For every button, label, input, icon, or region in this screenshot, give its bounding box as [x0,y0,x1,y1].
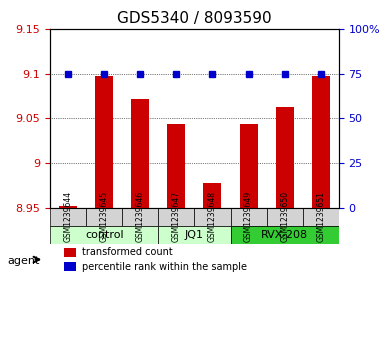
Text: percentile rank within the sample: percentile rank within the sample [82,261,247,272]
Bar [312,76,330,208]
FancyBboxPatch shape [158,208,194,226]
Text: control: control [85,230,124,240]
Title: GDS5340 / 8093590: GDS5340 / 8093590 [117,12,272,26]
Bar [276,107,294,208]
FancyBboxPatch shape [231,208,266,226]
Text: RVX-208: RVX-208 [261,230,308,240]
Text: GSM1239651: GSM1239651 [316,191,325,242]
FancyBboxPatch shape [50,208,86,226]
Text: GSM1239650: GSM1239650 [280,191,289,242]
FancyBboxPatch shape [231,226,339,244]
Bar [59,206,77,208]
Bar [95,76,113,208]
Text: GSM1239648: GSM1239648 [208,191,217,242]
Text: GSM1239644: GSM1239644 [64,191,73,242]
Bar [203,183,221,208]
Text: transformed count: transformed count [82,247,172,257]
Text: GSM1239645: GSM1239645 [100,191,109,242]
FancyBboxPatch shape [122,208,158,226]
FancyBboxPatch shape [86,208,122,226]
Bar [65,262,76,271]
Bar [131,99,149,208]
FancyBboxPatch shape [303,208,339,226]
Bar [167,124,186,208]
Bar [65,248,76,257]
FancyBboxPatch shape [266,208,303,226]
FancyBboxPatch shape [50,226,158,244]
Text: GSM1239646: GSM1239646 [136,191,145,242]
Text: GSM1239649: GSM1239649 [244,191,253,242]
FancyBboxPatch shape [158,226,231,244]
FancyBboxPatch shape [194,208,231,226]
Text: GSM1239647: GSM1239647 [172,191,181,242]
Text: agent: agent [8,256,40,266]
Bar [239,124,258,208]
Text: JQ1: JQ1 [185,230,204,240]
